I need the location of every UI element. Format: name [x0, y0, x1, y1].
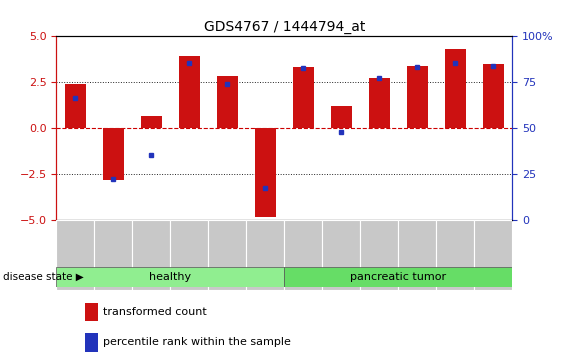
FancyBboxPatch shape: [284, 267, 512, 287]
FancyBboxPatch shape: [322, 220, 360, 290]
Bar: [103, 128, 124, 180]
Bar: [179, 57, 200, 128]
Text: healthy: healthy: [149, 272, 191, 282]
Text: transformed count: transformed count: [103, 307, 207, 317]
Text: disease state ▶: disease state ▶: [3, 272, 83, 282]
Bar: [65, 84, 86, 128]
Bar: [86, 303, 98, 322]
FancyBboxPatch shape: [474, 220, 512, 290]
Bar: [217, 76, 238, 128]
FancyBboxPatch shape: [56, 267, 284, 287]
FancyBboxPatch shape: [360, 220, 399, 290]
Title: GDS4767 / 1444794_at: GDS4767 / 1444794_at: [204, 20, 365, 34]
FancyBboxPatch shape: [132, 220, 171, 290]
FancyBboxPatch shape: [95, 220, 132, 290]
Bar: [483, 64, 504, 128]
Bar: [293, 66, 314, 128]
Bar: [369, 78, 390, 128]
FancyBboxPatch shape: [171, 220, 208, 290]
Bar: [141, 116, 162, 128]
FancyBboxPatch shape: [284, 220, 322, 290]
Text: percentile rank within the sample: percentile rank within the sample: [103, 337, 291, 347]
FancyBboxPatch shape: [247, 220, 284, 290]
Bar: [445, 49, 466, 128]
FancyBboxPatch shape: [56, 220, 95, 290]
Bar: [255, 128, 276, 217]
FancyBboxPatch shape: [436, 220, 474, 290]
FancyBboxPatch shape: [208, 220, 247, 290]
FancyBboxPatch shape: [399, 220, 436, 290]
Bar: [407, 66, 428, 128]
Bar: [331, 106, 352, 128]
Text: pancreatic tumor: pancreatic tumor: [350, 272, 446, 282]
Bar: [86, 333, 98, 351]
